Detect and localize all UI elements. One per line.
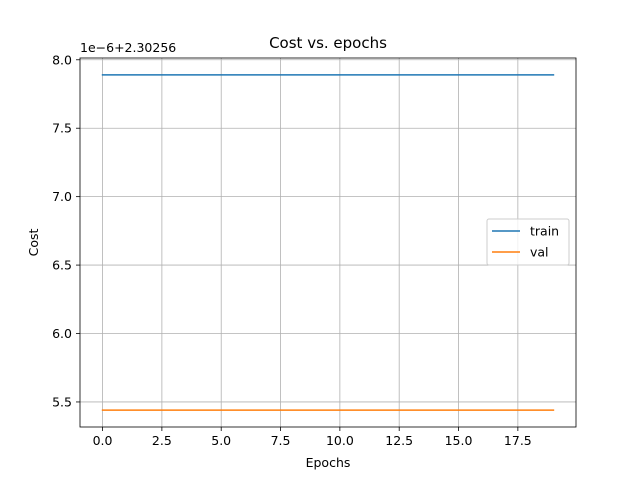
y-tick-label: 6.5 [52, 258, 72, 273]
x-tick-label: 10.0 [326, 433, 354, 448]
plot-frame [79, 57, 577, 428]
y-axis-label: Cost [26, 229, 41, 257]
y-tick-label: 7.5 [52, 121, 72, 136]
ticks: 0.0 2.5 5.0 7.5 10.0 12.5 15.0 17.5 5.5 6.0 6.5 7.0… [52, 52, 532, 448]
y-tick-label: 5.5 [52, 394, 72, 409]
legend: train val [486, 218, 570, 266]
x-tick-label: 17.5 [504, 433, 532, 448]
y-tick-label: 6.0 [52, 326, 72, 341]
x-tick-label: 5.0 [211, 433, 231, 448]
x-tick-label: 2.5 [152, 433, 172, 448]
y-axis-offset-label: 1e−6+2.30256 [80, 40, 176, 55]
chart-title: Cost vs. epochs [269, 34, 387, 52]
x-axis-label: Epochs [306, 455, 351, 470]
x-tick-label: 7.5 [271, 433, 291, 448]
series-layer [101, 74, 555, 411]
x-tick-label: 15.0 [445, 433, 473, 448]
legend-label-train: train [530, 224, 559, 239]
legend-label-val: val [530, 245, 549, 260]
y-tick-label: 8.0 [52, 52, 72, 67]
y-tick-label: 7.0 [52, 189, 72, 204]
x-tick-label: 0.0 [93, 433, 113, 448]
x-tick-label: 12.5 [385, 433, 413, 448]
